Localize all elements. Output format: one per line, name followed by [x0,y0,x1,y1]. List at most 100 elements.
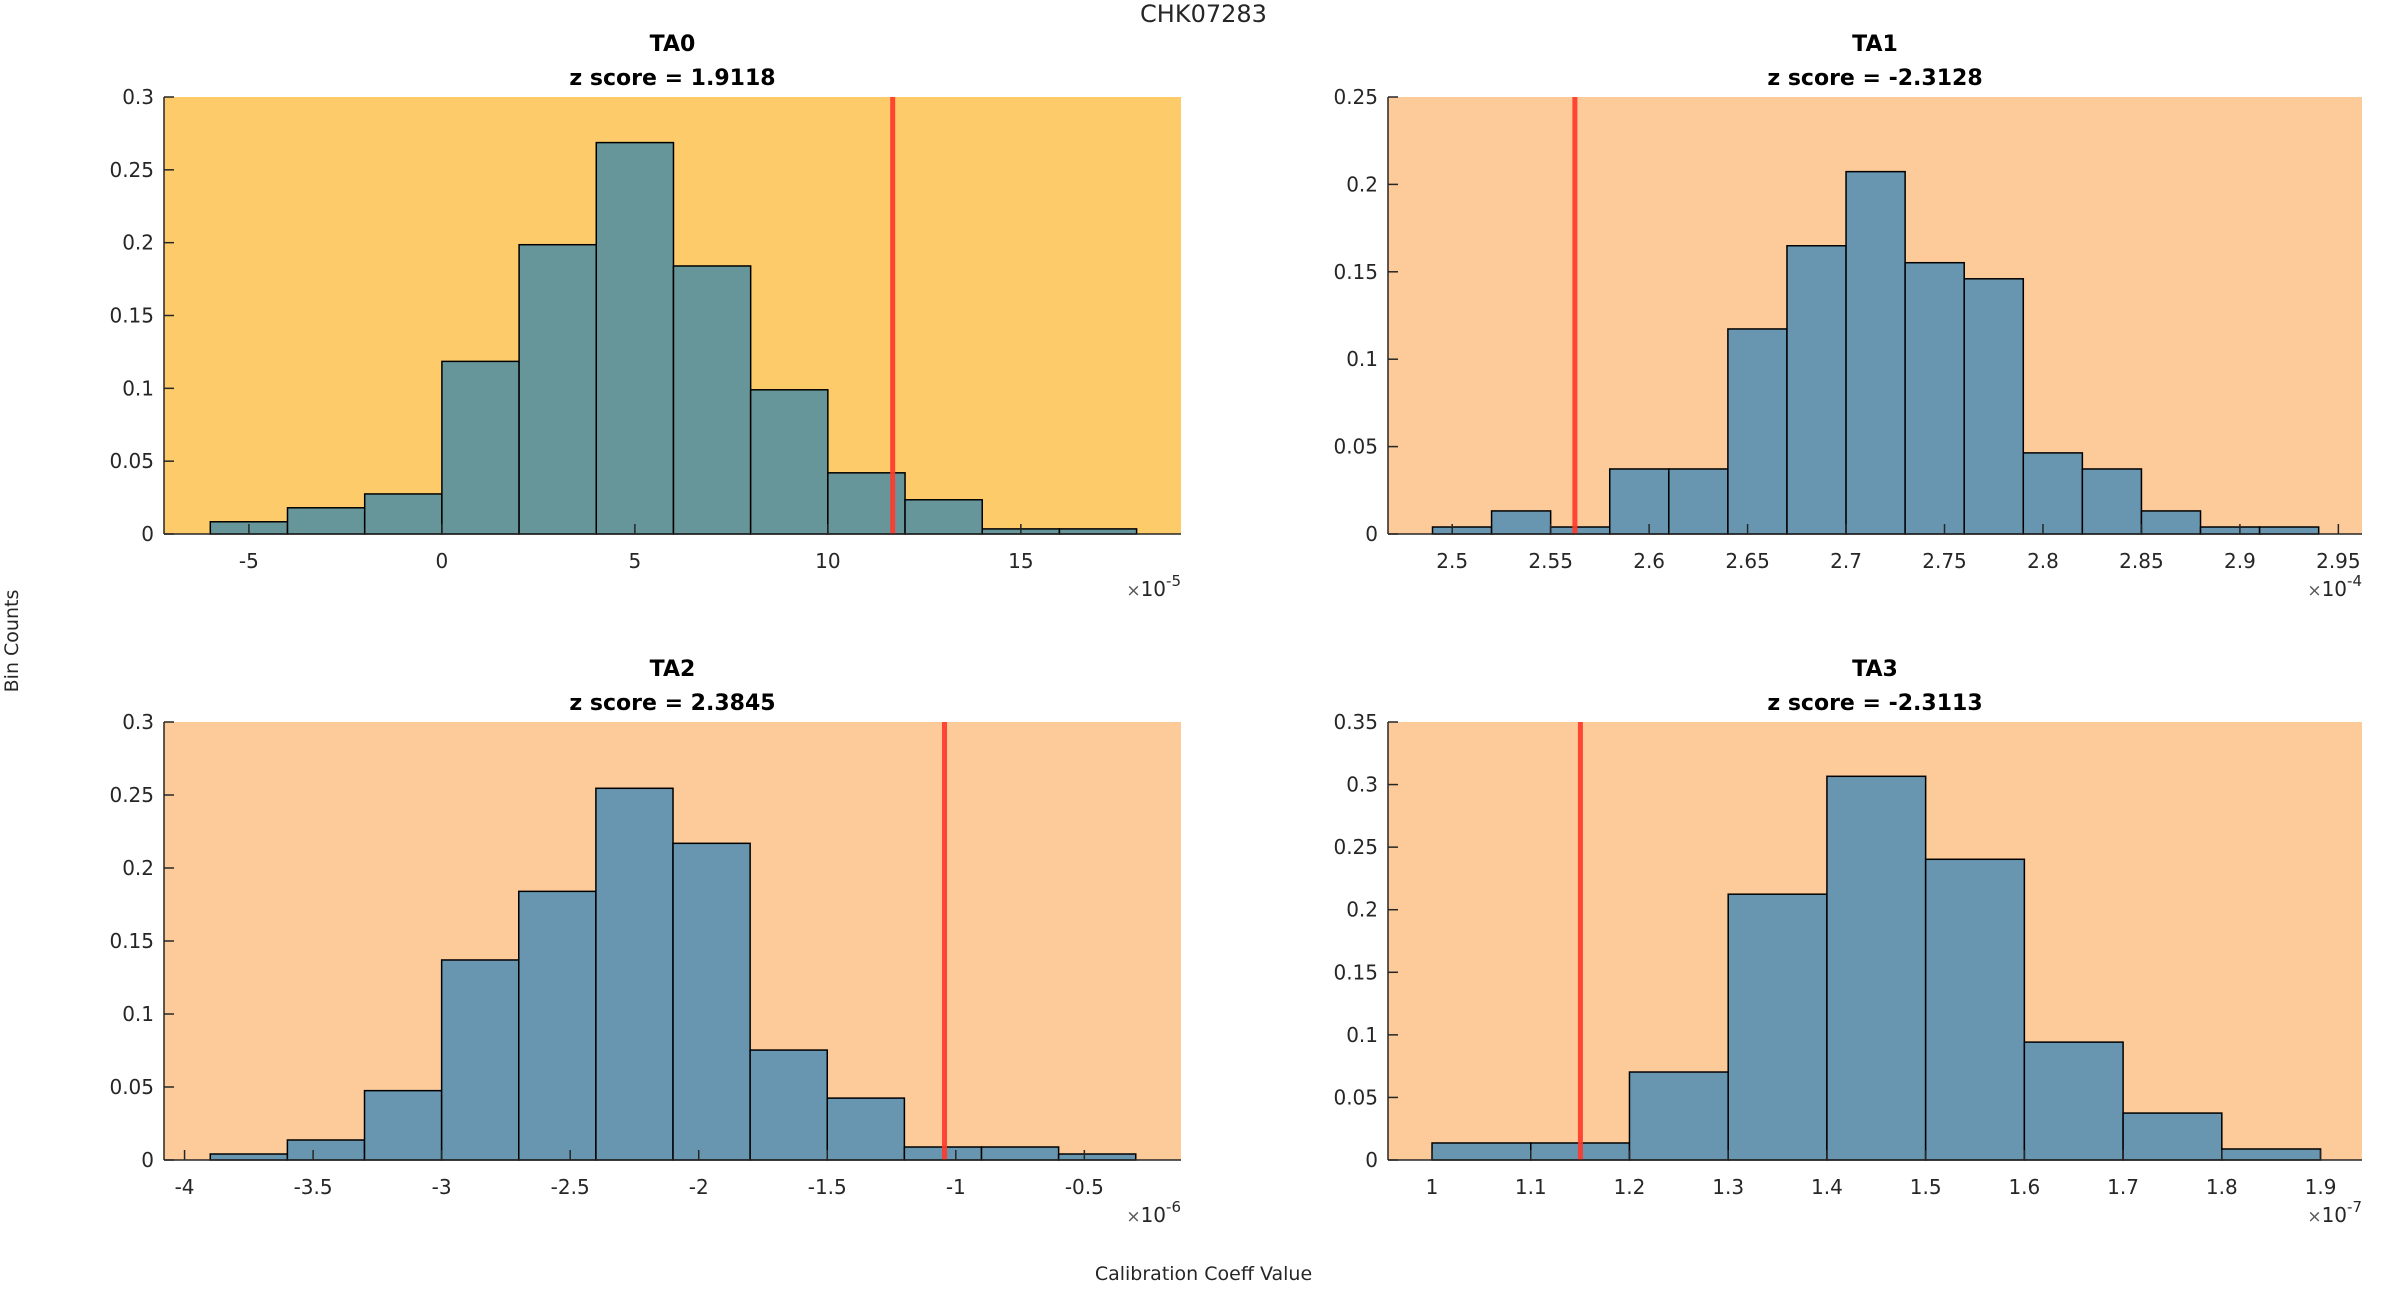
panel-subtitle-z-score: z score = 1.9118 [569,66,775,91]
y-tick-label: 0 [141,522,154,546]
x-tick-label: 2.7 [1830,549,1862,573]
exponent-base: 10 [2322,1203,2347,1227]
histogram-bar [1057,1153,1137,1161]
histogram-bar [2122,1112,2223,1161]
x-tick-label: 2.55 [1528,549,1573,573]
histogram-bar [2140,510,2202,535]
histogram-bar [1727,328,1788,535]
y-tick-label: 0.05 [109,449,154,473]
figure-x-axis-label: Calibration Coeff Value [1094,1263,1313,1285]
exponent-power: -5 [1166,572,1181,590]
histogram-bar [749,1049,829,1161]
histogram-bar [518,890,597,1161]
y-tick-label: 0.25 [109,783,154,807]
y-tick-label: 0.3 [1346,773,1378,797]
y-tick-label: 0.3 [122,85,154,109]
histogram-bar [1549,526,1611,535]
y-tick-label: 0.2 [122,231,154,255]
x-tick-label: -5 [239,549,259,573]
y-tick-label: 0.05 [1333,435,1378,459]
histogram-bar [980,1146,1060,1161]
histogram-bar [672,842,751,1161]
histogram-bar [1786,245,1847,535]
x-tick-label: 1 [1426,1175,1439,1199]
histogram-bar [1924,858,2026,1161]
x-tick-label: 1.1 [1515,1175,1547,1199]
histogram-bar [595,787,674,1161]
y-tick-label: 0.25 [1333,85,1378,109]
x-tick-label: 1.4 [1811,1175,1843,1199]
y-tick-label: 0.15 [1333,960,1378,984]
x-tick-label: 0 [436,549,449,573]
histogram-bar [1490,510,1552,535]
x-axis-exponent-label: ×10-4 [2307,572,2362,601]
y-tick-label: 0.2 [1346,898,1378,922]
figure-title: CHK07283 [1140,0,1267,28]
histogram-bar [441,360,520,535]
histogram-bar [363,493,443,535]
x-tick-label: -2.5 [551,1175,590,1199]
x-tick-label: 2.65 [1725,549,1770,573]
histogram-bar [2258,526,2320,535]
x-tick-label: 1.3 [1712,1175,1744,1199]
x-tick-label: -0.5 [1065,1175,1104,1199]
x-tick-label: 1.8 [2206,1175,2238,1199]
histogram-bar [209,1153,289,1161]
y-tick-label: 0.1 [122,1002,154,1026]
x-tick-label: 2.95 [2316,549,2361,573]
x-tick-label: 1.9 [2305,1175,2337,1199]
y-tick-label: 0.1 [122,376,154,400]
histogram-bar [1431,1142,1532,1161]
x-tick-label: 1.5 [1910,1175,1942,1199]
y-tick-label: 0.25 [109,158,154,182]
y-tick-label: 0 [1365,522,1378,546]
x-tick-label: -4 [175,1175,195,1199]
exponent-power: -6 [1166,1198,1181,1216]
histogram-bar [2022,452,2084,535]
histogram-bar [1431,526,1493,535]
histogram-bar [2081,468,2143,535]
panel-title: TA3 [1852,657,1898,682]
panel-ta0: 00.050.10.150.20.250.3-5 0 5 10 15×10-5TA0z … [109,32,1181,601]
panel-ta2: 0 0.05 0.1 0.15 0.2 0.25 0.3 -4 -3.5 -3 -2.5 -2 -1.5… [109,657,1181,1227]
x-tick-label: -3.5 [294,1175,333,1199]
y-tick-label: 0.15 [1333,260,1378,284]
x-axis-exponent-label: ×10-6 [1126,1198,1181,1227]
x-axis-exponent-label: ×10-5 [1126,572,1181,601]
histogram-bar [749,389,829,535]
y-tick-label: 0.1 [1346,347,1378,371]
histogram-bar [904,499,983,535]
histogram-bar [2221,1148,2322,1161]
histogram-bar [1904,261,1965,535]
y-tick-label: 0.3 [122,710,154,734]
y-tick-label: 0.2 [122,856,154,880]
x-tick-label: -2 [689,1175,709,1199]
y-tick-label: 0.2 [1346,172,1378,196]
x-tick-label: 2.75 [1922,549,1967,573]
x-tick-label: 2.5 [1436,549,1468,573]
y-tick-label: 0 [1365,1148,1378,1172]
histogram-bar [1826,775,1927,1161]
histogram-bar [2199,526,2261,535]
y-tick-label: 0.05 [1333,1085,1378,1109]
histogram-bar [1058,528,1138,535]
y-tick-label: 0.15 [109,304,154,328]
x-tick-label: 5 [629,549,642,573]
y-tick-label: 0.35 [1333,710,1378,734]
x-axis-exponent-label: ×10-7 [2307,1198,2362,1227]
panel-subtitle-z-score: z score = -2.3128 [1767,66,1982,91]
exponent-power: -4 [2347,572,2362,590]
x-tick-label: 2.85 [2119,549,2164,573]
histogram-bar [1727,893,1828,1161]
panel-subtitle-z-score: z score = -2.3113 [1767,691,1982,716]
histogram-bar [1628,1071,1729,1161]
histogram-bar [286,507,366,535]
x-tick-label: 2.9 [2224,549,2256,573]
panel-ta1: 0 0.05 0.1 0.15 0.2 0.25 2.5 2.55 2.6 2.65 2.7 2.75… [1333,32,2362,601]
histogram-bar [1845,170,1906,535]
x-tick-label: -3 [432,1175,452,1199]
histogram-bar [2023,1041,2124,1161]
panel-ta3: 0 0.05 0.1 0.15 0.2 0.25 0.3 0.35 1 1.1 1.2 1.3 1.4 1… [1333,657,2362,1227]
histogram-bar [1668,468,1729,535]
